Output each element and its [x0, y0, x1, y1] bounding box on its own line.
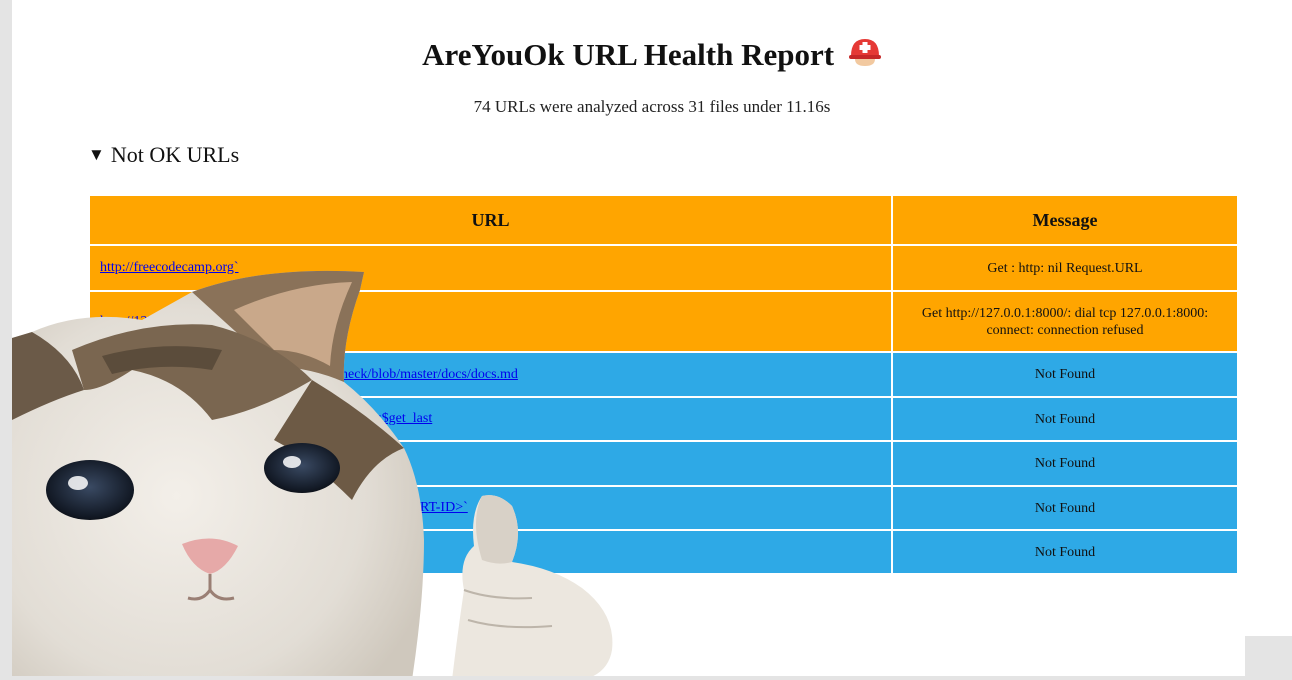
table-row: http://freecodecamp.org` Get : http: nil… [88, 244, 1239, 292]
message-cell: Not Found [891, 396, 1239, 442]
message-cell: Get http://127.0.0.1:8000/: dial tcp 127… [891, 290, 1239, 353]
analysis-summary: 74 URLs were analyzed across 31 files un… [473, 97, 831, 116]
url-link[interactable]: RT-ID>` [420, 500, 468, 515]
rescue-helmet-icon [848, 36, 882, 76]
thumbs-up-cat-image [12, 270, 613, 676]
message-cell: Not Found [891, 351, 1239, 398]
message-cell: Not Found [891, 529, 1239, 575]
page-title: AreYouOk URL Health Report [12, 36, 1292, 76]
triangle-down-icon: ▼ [88, 145, 105, 164]
message-column-header: Message [891, 194, 1239, 246]
message-cell: Not Found [891, 440, 1239, 487]
page-title-text: AreYouOk URL Health Report [422, 37, 835, 72]
not-ok-section-toggle[interactable]: ▼ Not OK URLs [88, 142, 239, 168]
scrollbar-corner [1245, 636, 1292, 676]
message-cell: Get : http: nil Request.URL [891, 244, 1239, 292]
table-header-row: URL Message [88, 194, 1239, 246]
section-label: Not OK URLs [110, 142, 240, 167]
url-link[interactable]: http://freecodecamp.org` [100, 260, 239, 275]
message-cell: Not Found [891, 485, 1239, 531]
url-column-header: URL [88, 194, 893, 246]
report-page: AreYouOk URL Health Report 74 URLs were … [12, 0, 1292, 676]
url-link[interactable]: heck/blob/master/docs/docs.md [341, 366, 518, 382]
url-cell: http://freecodecamp.org` [88, 244, 893, 292]
